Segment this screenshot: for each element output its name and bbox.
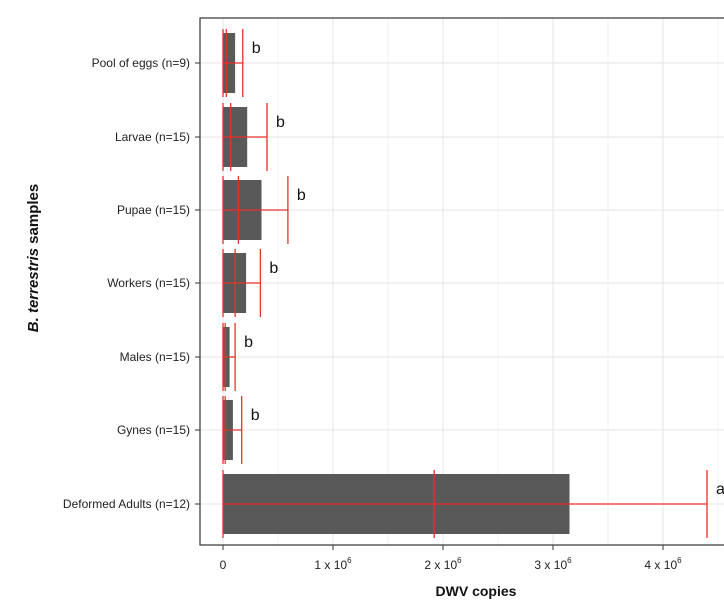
- x-tick-label: 0: [220, 558, 227, 572]
- category-label: Pupae (n=15): [117, 203, 190, 217]
- category-label: Larvae (n=15): [115, 130, 190, 144]
- x-tick-label: 4 x 106: [644, 556, 682, 572]
- significance-letter: b: [252, 40, 261, 57]
- x-tick-label: 3 x 106: [534, 556, 572, 572]
- x-tick-label: 2 x 106: [424, 556, 462, 572]
- category-labels: Pool of eggs (n=9) Larvae (n=15) Pupae (n=…: [63, 56, 200, 511]
- category-label: Gynes (n=15): [117, 423, 190, 437]
- y-axis-title: B. terrestris samples: [25, 184, 42, 332]
- significance-labels: b b b b b b a: [244, 40, 724, 498]
- grid-lines: [200, 18, 724, 545]
- y-axis-title-italic: B. terrestris: [25, 248, 42, 332]
- category-label: Males (n=15): [120, 350, 190, 364]
- significance-letter: b: [276, 114, 285, 131]
- x-tick-label: 1 x 106: [314, 556, 352, 572]
- significance-letter: b: [244, 334, 253, 351]
- error-bars: [222, 29, 708, 538]
- y-axis-title-rest: samples: [25, 184, 42, 248]
- x-axis-title: DWV copies: [436, 583, 517, 599]
- category-label: Deformed Adults (n=12): [63, 497, 190, 511]
- category-label: Pool of eggs (n=9): [92, 56, 190, 70]
- significance-letter: b: [297, 187, 306, 204]
- panel-border: [199, 17, 724, 546]
- significance-letter: a: [716, 481, 724, 498]
- significance-letter: b: [251, 407, 260, 424]
- x-tick-labels: 0 1 x 106 2 x 106 3 x 106 4 x 106: [220, 545, 682, 572]
- significance-letter: b: [269, 260, 278, 277]
- plot-panel: [199, 17, 724, 546]
- category-label: Workers (n=15): [107, 276, 190, 290]
